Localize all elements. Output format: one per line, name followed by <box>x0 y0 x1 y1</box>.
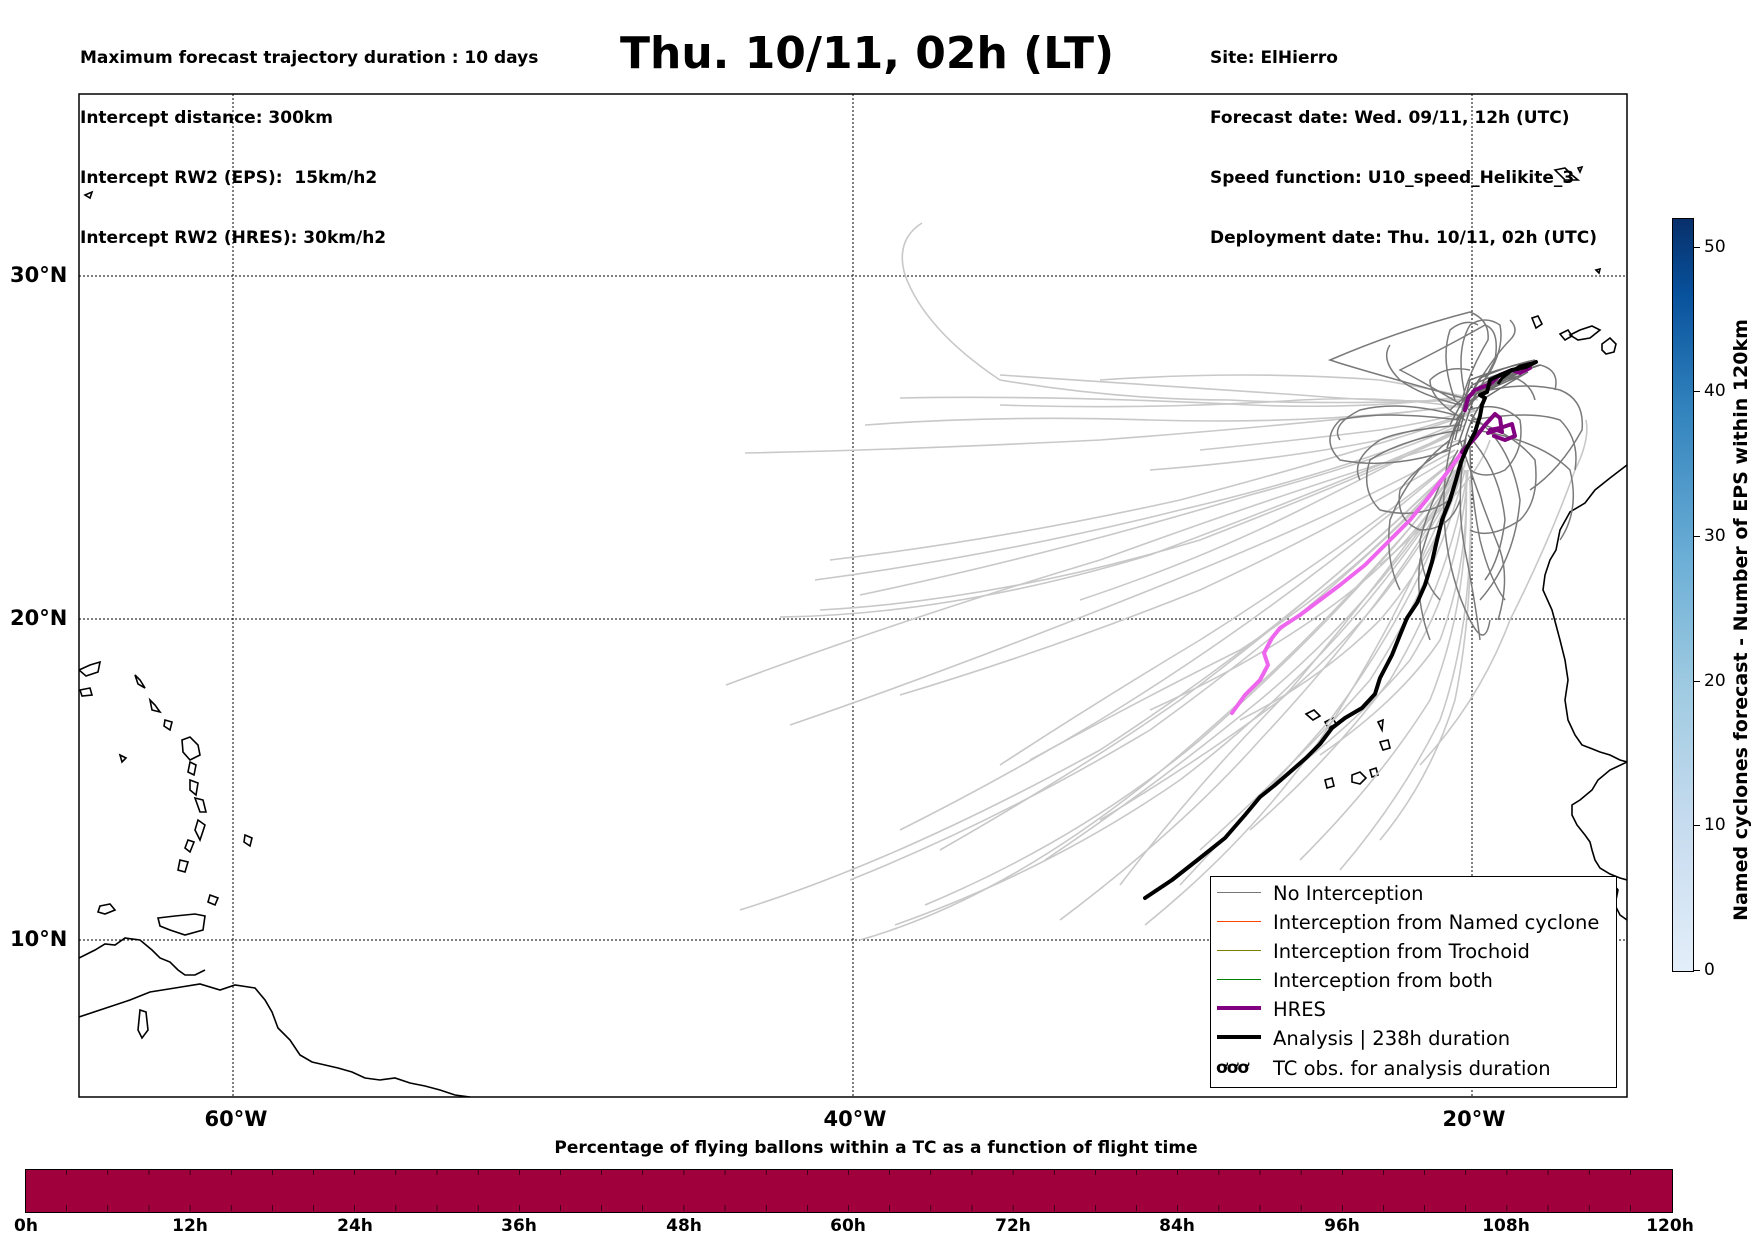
header-intercept-hres: Intercept RW2 (HRES): 30km/h2 <box>80 228 387 248</box>
legend-line-icon <box>1217 892 1261 893</box>
cyclone-symbol-icon: ơơơ <box>1216 1058 1249 1078</box>
legend-line-icon <box>1217 979 1261 980</box>
legend-item-named-cyclone: Interception from Named cyclone <box>1211 908 1616 937</box>
colorbar-tick <box>1694 970 1700 971</box>
colorbar <box>1672 218 1694 972</box>
hbar-tick-label: 120h <box>1646 1216 1694 1236</box>
lat-label-30n: 30°N <box>10 263 68 287</box>
hbar-tick-label: 108h <box>1482 1216 1530 1236</box>
eps-trajectories-light <box>725 222 1588 941</box>
legend-label: No Interception <box>1273 882 1424 905</box>
legend-label: TC obs. for analysis duration <box>1273 1057 1551 1080</box>
legend-label: Analysis | 238h duration <box>1273 1027 1511 1050</box>
hbar-tick-label: 48h <box>666 1216 702 1236</box>
hbar-tick-label: 84h <box>1159 1216 1195 1236</box>
colorbar-tick-label: 10 <box>1704 815 1726 835</box>
hbar-tick-label: 12h <box>172 1216 208 1236</box>
legend-label: Interception from Named cyclone <box>1273 911 1600 934</box>
header-speed-function: Speed function: U10_speed_Helikite_3 <box>1210 168 1575 188</box>
colorbar-tick <box>1694 391 1700 392</box>
header-forecast-date: Forecast date: Wed. 09/11, 12h (UTC) <box>1210 108 1570 128</box>
lon-label-20w: 20°W <box>1442 1107 1506 1131</box>
legend: No Interception Interception from Named … <box>1210 876 1617 1088</box>
header-deployment-date: Deployment date: Thu. 10/11, 02h (UTC) <box>1210 228 1597 248</box>
colorbar-tick <box>1694 825 1700 826</box>
legend-label: HRES <box>1273 998 1326 1021</box>
legend-item-tc-obs: ơơơ TC obs. for analysis duration <box>1211 1054 1616 1083</box>
colorbar-tick <box>1694 536 1700 537</box>
colorbar-tick-label: 20 <box>1704 671 1726 691</box>
header-right: Site: ElHierro Forecast date: Wed. 09/11… <box>1210 8 1597 268</box>
legend-item-no-interception: No Interception <box>1211 879 1616 908</box>
lat-label-10n: 10°N <box>10 927 68 951</box>
hbar-tick-label: 96h <box>1324 1216 1360 1236</box>
legend-line-icon <box>1217 950 1261 951</box>
legend-item-trochoid: Interception from Trochoid <box>1211 937 1616 966</box>
legend-line-icon <box>1217 1035 1261 1039</box>
map-frame <box>78 93 1628 1098</box>
header-left: Maximum forecast trajectory duration : 1… <box>80 8 538 268</box>
header-max-duration: Maximum forecast trajectory duration : 1… <box>80 48 539 68</box>
legend-item-hres: HRES <box>1211 995 1616 1024</box>
colorbar-tick-label: 40 <box>1704 381 1726 401</box>
legend-item-analysis: Analysis | 238h duration <box>1211 1024 1616 1053</box>
colorbar-title: Named cyclones forecast - Number of EPS … <box>1730 319 1752 921</box>
colorbar-title-wrap: Named cyclones forecast - Number of EPS … <box>1730 319 1752 921</box>
legend-label: Interception from Trochoid <box>1273 940 1530 963</box>
hbar-tick-label: 72h <box>995 1216 1031 1236</box>
analysis-trajectory <box>1143 360 1538 900</box>
hbar-title: Percentage of flying ballons within a TC… <box>554 1138 1198 1158</box>
hbar-tick-label: 36h <box>501 1216 537 1236</box>
hbar-tick-label: 0h <box>14 1216 38 1236</box>
legend-line-icon <box>1217 921 1261 922</box>
percentage-bar <box>25 1169 1673 1213</box>
hbar-tick-label: 24h <box>337 1216 373 1236</box>
legend-item-both: Interception from both <box>1211 966 1616 995</box>
colorbar-tick-label: 50 <box>1704 237 1726 257</box>
lon-label-40w: 40°W <box>823 1107 887 1131</box>
lat-label-20n: 20°N <box>10 606 68 630</box>
header-intercept-eps: Intercept RW2 (EPS): 15km/h2 <box>80 168 378 188</box>
header-intercept-distance: Intercept distance: 300km <box>80 108 333 128</box>
hbar-tick-label: 60h <box>830 1216 866 1236</box>
hbar-ticks <box>66 1169 1631 1211</box>
legend-line-icon <box>1217 1006 1261 1010</box>
lon-label-60w: 60°W <box>204 1107 268 1131</box>
colorbar-tick-label: 30 <box>1704 526 1726 546</box>
map-title: Thu. 10/11, 02h (LT) <box>620 28 1115 79</box>
header-site: Site: ElHierro <box>1210 48 1338 68</box>
analysis-trajectory-head <box>1496 360 1537 385</box>
legend-label: Interception from both <box>1273 969 1493 992</box>
colorbar-tick-label: 0 <box>1704 960 1715 980</box>
colorbar-tick <box>1694 247 1700 248</box>
colorbar-tick <box>1694 681 1700 682</box>
